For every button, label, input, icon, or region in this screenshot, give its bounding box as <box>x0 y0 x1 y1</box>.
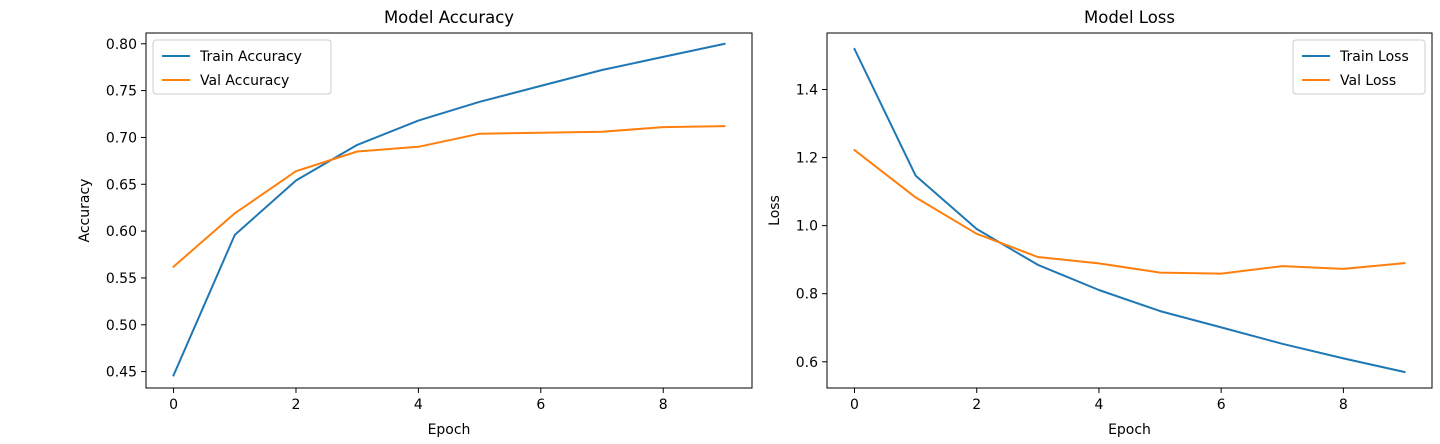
accuracy-y-tick-label: 0.50 <box>106 318 137 334</box>
loss-x-tick-label: 4 <box>1094 397 1103 413</box>
loss-legend-label: Train Loss <box>1339 49 1409 65</box>
loss-y-tick-label: 1.4 <box>796 83 818 99</box>
accuracy-y-tick-label: 0.70 <box>106 130 137 146</box>
accuracy-y-tick-label: 0.45 <box>106 365 137 381</box>
loss-y-axis-label: Loss <box>767 195 783 226</box>
loss-x-tick-label: 0 <box>850 397 859 413</box>
accuracy-y-tick-label: 0.75 <box>106 84 137 100</box>
loss-y-tick-label: 1.2 <box>796 151 818 167</box>
accuracy-y-tick-label: 0.55 <box>106 271 137 287</box>
accuracy-y-tick-label: 0.60 <box>106 224 137 240</box>
accuracy-x-tick-label: 8 <box>659 397 668 413</box>
accuracy-legend: Train Accuracy Val Accuracy <box>152 39 332 95</box>
accuracy-axes-frame <box>145 32 753 389</box>
loss-y-tick-label: 1.0 <box>796 219 818 235</box>
loss-x-tick-label: 2 <box>972 397 981 413</box>
loss-x-axis-label: Epoch <box>1108 422 1151 438</box>
loss-axes-frame <box>826 32 1433 389</box>
loss-y-tick-label: 0.6 <box>796 355 818 371</box>
accuracy-series-val-accuracy-line <box>172 125 726 269</box>
loss-legend: Train Loss Val Loss <box>1292 39 1426 95</box>
accuracy-legend-label: Train Accuracy <box>199 49 302 65</box>
loss-chart-title: Model Loss <box>1084 8 1175 27</box>
accuracy-x-tick-label: 6 <box>536 397 545 413</box>
loss-chart: Model Loss 0 2 4 6 8 0.6 0.8 1.0 1.2 1.4 Epoch Loss T… <box>767 8 1433 438</box>
loss-legend-label: Val Loss <box>1340 73 1396 89</box>
accuracy-y-axis-label: Accuracy <box>77 179 93 243</box>
loss-x-tick-label: 8 <box>1339 397 1348 413</box>
accuracy-y-tick-label: 0.80 <box>106 37 137 53</box>
accuracy-x-axis-label: Epoch <box>428 422 471 438</box>
accuracy-x-tick-label: 0 <box>169 397 178 413</box>
loss-series-train-loss-line <box>853 47 1406 374</box>
accuracy-legend-box <box>152 39 332 95</box>
accuracy-chart-title: Model Accuracy <box>384 8 514 27</box>
accuracy-legend-label: Val Accuracy <box>200 73 289 89</box>
loss-y-tick-label: 0.8 <box>796 287 818 303</box>
accuracy-chart: Model Accuracy 0 2 4 6 8 0.45 0.50 0.55 0.60 0.65 0… <box>77 8 753 438</box>
accuracy-x-tick-label: 4 <box>414 397 423 413</box>
accuracy-y-tick-label: 0.65 <box>106 177 137 193</box>
loss-series-val-loss-line <box>853 148 1406 275</box>
loss-x-tick-label: 6 <box>1217 397 1226 413</box>
accuracy-x-tick-label: 2 <box>292 397 301 413</box>
accuracy-series-train-accuracy-line <box>172 42 726 377</box>
